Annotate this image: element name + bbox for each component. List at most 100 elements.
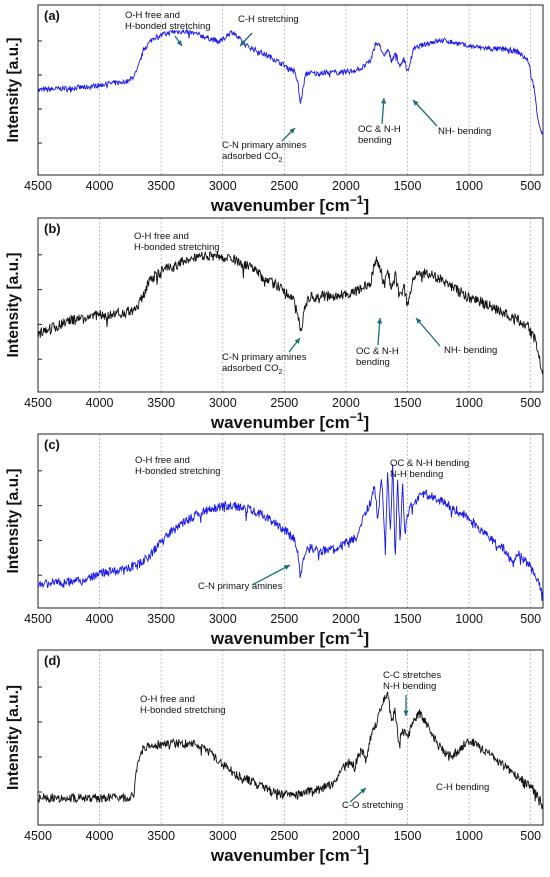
annotation: C-H bending <box>436 782 489 793</box>
arrow-head <box>416 318 422 324</box>
annotation-text: C-H stretching <box>238 14 299 25</box>
x-axis-label: wavenumber [cm−1] <box>210 410 369 432</box>
x-tick-label: 2500 <box>270 612 298 626</box>
x-tick-label: 3500 <box>147 179 175 193</box>
arrow-head <box>413 100 419 106</box>
panel-label: (d) <box>44 653 61 668</box>
annotation-text: C-O stretching <box>342 800 403 811</box>
annotation: C-H stretching <box>238 14 299 47</box>
y-axis-label: Intensity [a.u.] <box>5 252 22 357</box>
annotation-text: O-H free and <box>134 231 189 242</box>
x-tick-label: 1000 <box>455 612 483 626</box>
arrow-head <box>289 128 295 134</box>
x-tick-label: 3000 <box>209 396 237 410</box>
annotation-text: H-bonded stretching <box>134 242 220 253</box>
annotation-text: C-C stretches <box>383 670 441 681</box>
annotation-text: adsorbed CO2 <box>222 151 283 164</box>
annotation-text: NH- bending <box>444 345 497 356</box>
panel-label: (b) <box>44 221 61 236</box>
x-tick-label: 2500 <box>270 179 298 193</box>
annotation-text: O-H free and <box>125 10 180 21</box>
panel-label: (a) <box>44 8 60 23</box>
arrow-head <box>380 98 387 104</box>
annotation: NH- bending <box>412 99 491 137</box>
plot-frame <box>37 433 544 609</box>
x-tick-label: 2500 <box>270 829 298 843</box>
annotation-text: C-N primary amines <box>198 581 283 592</box>
x-tick-label: 4000 <box>86 829 114 843</box>
arrow-head <box>360 788 366 794</box>
x-tick-label: 2500 <box>270 396 298 410</box>
plot-frame <box>37 4 544 176</box>
x-tick-label: 500 <box>520 396 541 410</box>
x-tick-label: 500 <box>520 179 541 193</box>
x-tick-label: 500 <box>520 829 541 843</box>
x-tick-label: 1500 <box>394 396 422 410</box>
x-tick-label: 1000 <box>455 829 483 843</box>
x-tick-label: 1500 <box>394 612 422 626</box>
x-tick-label: 3000 <box>209 612 237 626</box>
annotation-text: C-N primary amines <box>222 352 307 363</box>
x-tick-label: 3500 <box>147 612 175 626</box>
spectrum-line <box>37 28 544 135</box>
arrow-head <box>284 565 290 570</box>
annotation-text: C-N primary amines <box>222 140 307 151</box>
arrow-head <box>403 710 409 716</box>
annotation: NH- bending <box>415 317 497 356</box>
x-tick-label: 4000 <box>86 179 114 193</box>
panel-c: 4500 4000 3500 3000 2500 2000 1500 1000 500 waven… <box>5 433 544 648</box>
spectrum-line <box>37 691 544 810</box>
y-axis-label: Intensity [a.u.] <box>5 468 22 573</box>
x-tick-label: 2000 <box>332 829 360 843</box>
annotation-text: N-H bending <box>383 681 436 692</box>
plot-frame <box>37 649 544 826</box>
annotation-text: N-H bending <box>390 469 443 480</box>
y-axis-label: Intensity [a.u.] <box>5 37 22 142</box>
x-tick-label: 1500 <box>394 829 422 843</box>
annotation-arrow <box>412 99 438 127</box>
annotation-text: OC & N-H <box>358 124 401 135</box>
annotation-text: C-H bending <box>436 782 489 793</box>
annotation-arrow <box>251 564 291 586</box>
panel-a: 4500 4000 3500 3000 2500 2000 1500 1000 500 waven… <box>5 4 544 215</box>
panel-label: (c) <box>44 437 60 452</box>
x-tick-label: 3500 <box>147 829 175 843</box>
x-tick-label: 3500 <box>147 396 175 410</box>
plot-frame <box>37 217 544 393</box>
annotation: C-N primary amines <box>198 564 291 592</box>
panel-d: 4500 4000 3500 3000 2500 2000 1500 1000 500 waven… <box>5 649 544 865</box>
x-tick-label: 500 <box>520 612 541 626</box>
x-axis-label: wavenumber [cm−1] <box>210 843 369 865</box>
arrow-head <box>176 40 182 46</box>
x-tick-label: 2000 <box>332 612 360 626</box>
annotation-text: OC & N-H bending <box>390 458 469 469</box>
annotation-text: O-H free and <box>140 694 195 705</box>
x-tick-label: 3000 <box>209 179 237 193</box>
y-axis-label: Intensity [a.u.] <box>5 685 22 790</box>
annotation-text: NH- bending <box>438 126 491 137</box>
annotation: C-O stretching <box>342 787 403 811</box>
annotation-text: H-bonded stretching <box>135 466 221 477</box>
x-tick-label: 4000 <box>86 396 114 410</box>
x-axis-label: wavenumber [cm−1] <box>210 626 369 648</box>
annotation-text: adsorbed CO2 <box>222 363 283 376</box>
x-tick-label: 4000 <box>86 612 114 626</box>
arrow-head <box>376 318 383 324</box>
panel-b: 4500 4000 3500 3000 2500 2000 1500 1000 500 waven… <box>5 217 544 432</box>
spectrum-line <box>37 250 544 375</box>
annotation-text: bending <box>358 135 392 146</box>
x-tick-label: 4500 <box>24 612 52 626</box>
x-tick-label: 1000 <box>455 396 483 410</box>
spectrum-line <box>37 464 544 601</box>
annotation-text: H-bonded stretching <box>125 21 211 32</box>
